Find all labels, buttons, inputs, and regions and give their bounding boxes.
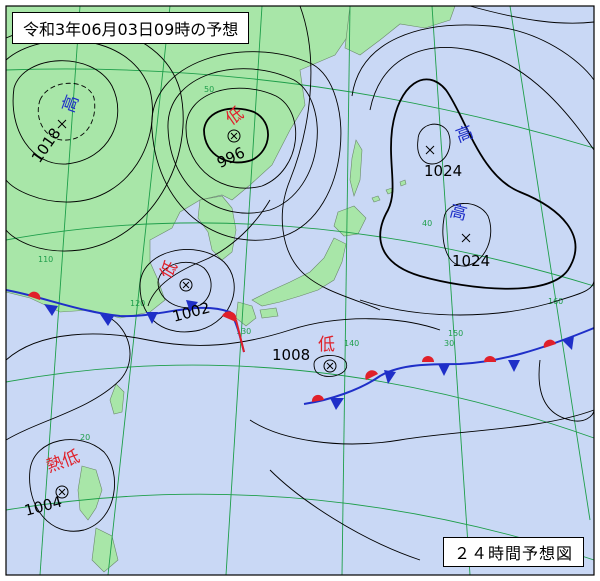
center-marker-996 bbox=[230, 132, 238, 140]
isobar-low-1002-2 bbox=[139, 249, 235, 333]
pressure-value-1024-north: 1024 bbox=[424, 162, 462, 180]
land-masses bbox=[5, 5, 456, 573]
grid-label-lat-50: 50 bbox=[204, 85, 214, 94]
isobar-south-3 bbox=[269, 469, 421, 561]
center-marker-1002 bbox=[182, 281, 190, 289]
grid-lon-160 bbox=[509, 5, 591, 521]
front-west-warm-segments bbox=[28, 291, 237, 322]
center-marker-1024-south bbox=[461, 233, 471, 243]
grid-lat-30 bbox=[5, 364, 595, 439]
front-west-cold-segments bbox=[44, 300, 198, 326]
center-marker-1002-ring bbox=[179, 278, 193, 292]
high-label-west: 高 bbox=[59, 92, 84, 115]
isobar-low-1008 bbox=[313, 355, 348, 377]
isobar-low-996-2 bbox=[185, 87, 297, 189]
land-shikoku bbox=[259, 307, 279, 319]
front-east bbox=[303, 327, 595, 405]
forecast-caption-text: ２４時間予想図 bbox=[453, 544, 573, 563]
low-label-1008: 低 bbox=[318, 335, 335, 355]
grid-label-lon-120: 120 bbox=[130, 299, 145, 308]
grid-lon-150 bbox=[431, 5, 471, 576]
center-marker-1008-ring bbox=[323, 359, 337, 373]
isobar-east-3 bbox=[469, 5, 595, 24]
grid-label-lon-110: 110 bbox=[38, 255, 53, 264]
isobar-west-coil bbox=[5, 317, 131, 441]
isobar-high-1024-north bbox=[417, 123, 451, 165]
isobar-south-2 bbox=[249, 409, 595, 445]
grid-label-lon-130: 130 bbox=[236, 327, 251, 336]
grid-lon-120 bbox=[107, 5, 171, 576]
fronts bbox=[5, 289, 595, 410]
front-east-warm-segments bbox=[311, 339, 556, 402]
pressure-value-1024-south: 1024 bbox=[452, 252, 490, 270]
map-title: 令和3年06月03日09時の予想 bbox=[12, 12, 250, 44]
forecast-caption: ２４時間予想図 bbox=[442, 537, 584, 567]
land-kyushu bbox=[235, 301, 257, 327]
land-luzon bbox=[77, 465, 103, 521]
isobar-east-1 bbox=[369, 47, 595, 151]
high-label-north: 高 bbox=[453, 122, 476, 147]
isobar-central-2 bbox=[147, 199, 271, 307]
grid-lat-40 bbox=[5, 222, 595, 287]
front-east-cold-segments bbox=[330, 336, 574, 410]
center-marker-1004 bbox=[58, 488, 66, 496]
isobar-south-4 bbox=[538, 359, 595, 422]
isobar-high-west-dashed bbox=[37, 82, 96, 141]
grid-label-lon-140: 140 bbox=[344, 339, 359, 348]
isobar-low-996-inner bbox=[203, 107, 269, 164]
isobar-low-996-4 bbox=[151, 51, 342, 241]
grid-label-lat-30: 30 bbox=[444, 339, 454, 348]
land-northeast-asia bbox=[344, 5, 456, 56]
grid-lat-20 bbox=[5, 493, 595, 561]
pressure-value-1008: 1008 bbox=[272, 346, 310, 364]
land-taiwan bbox=[109, 383, 125, 415]
isobar-east-2 bbox=[351, 24, 595, 97]
center-markers bbox=[55, 119, 471, 499]
land-honshu bbox=[251, 237, 347, 307]
isobar-low-996-3 bbox=[167, 68, 318, 214]
isobar-low-1002-1 bbox=[157, 261, 212, 309]
isobar-central-1 bbox=[281, 5, 381, 311]
isobar-high-west-1 bbox=[12, 60, 119, 165]
map-frame bbox=[5, 5, 595, 576]
grid-lon-140 bbox=[341, 5, 351, 576]
front-west-red-tail bbox=[235, 319, 245, 353]
isobar-high-1024-outer bbox=[379, 78, 577, 290]
land-sakhalin bbox=[349, 139, 363, 198]
grid-lon-130 bbox=[225, 5, 263, 576]
center-marker-1004-ring bbox=[55, 485, 69, 499]
grid-label-lat-40: 40 bbox=[422, 219, 432, 228]
isobar-south-1 bbox=[5, 318, 441, 361]
grid-label-lat-20: 20 bbox=[80, 433, 90, 442]
high-label-south: 高 bbox=[447, 201, 469, 225]
isobars bbox=[5, 5, 595, 561]
isobar-high-1024-south bbox=[442, 203, 492, 267]
center-marker-1018 bbox=[57, 119, 67, 129]
grid-lon-110 bbox=[39, 5, 81, 576]
center-marker-1008 bbox=[326, 362, 334, 370]
center-marker-1024-north bbox=[425, 145, 435, 155]
map-title-text: 令和3年06月03日09時の予想 bbox=[23, 20, 239, 39]
isobar-east-4 bbox=[359, 279, 595, 316]
center-marker-996-ring bbox=[227, 129, 241, 143]
grid-label-lon-150: 150 bbox=[448, 329, 463, 338]
isobar-tropical-low bbox=[29, 439, 115, 532]
